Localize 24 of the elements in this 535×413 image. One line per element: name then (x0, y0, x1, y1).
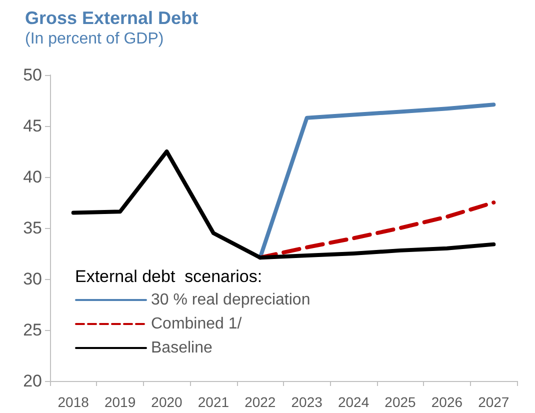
x-tick-label: 2020 (151, 394, 183, 410)
x-tick-label: 2022 (244, 394, 276, 410)
line-series (71, 150, 496, 260)
x-tick-label: 2023 (291, 394, 323, 410)
y-tick-label: 20 (23, 372, 42, 390)
y-tick-label: 45 (23, 116, 42, 136)
legend-label: 30 % real depreciation (151, 292, 310, 308)
x-tick-label: 2024 (338, 394, 370, 410)
x-tick-label: 2025 (384, 394, 416, 410)
chart-subtitle: (In percent of GDP) (25, 30, 164, 48)
legend-label: Baseline (151, 340, 212, 356)
legend-title: External debt scenarios: (75, 267, 262, 286)
y-tick-label: 35 (23, 218, 42, 238)
legend-label: Combined 1/ (151, 316, 242, 332)
y-tick-label: 40 (23, 168, 42, 186)
x-tick-label: 2021 (198, 394, 230, 410)
x-tick-label: 2026 (431, 394, 463, 410)
y-tick-label: 25 (23, 320, 42, 340)
y-tick-label: 50 (23, 66, 42, 84)
chart-title: Gross External Debt (25, 8, 198, 28)
x-tick-label: 2027 (478, 394, 510, 410)
x-tick-label: 2018 (58, 394, 90, 410)
y-tick-label: 30 (23, 270, 42, 288)
x-tick-label: 2019 (104, 394, 136, 410)
